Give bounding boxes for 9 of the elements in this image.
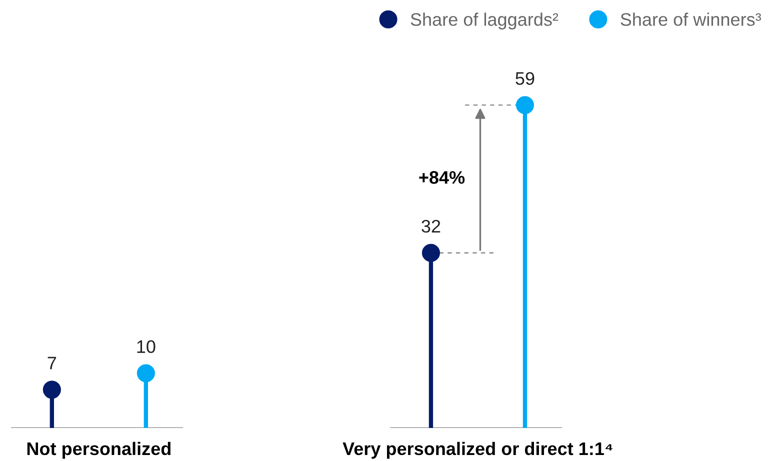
- legend-label: Share of winners³: [620, 12, 762, 26]
- data-label: 32: [422, 220, 440, 233]
- annotation: +84%: [419, 171, 465, 184]
- x-tick-label: Very personalized or direct 1:1⁴: [342, 442, 612, 459]
- legend-label: Share of laggards²: [410, 12, 558, 30]
- data-label: 7: [48, 356, 56, 370]
- data-label: 10: [137, 340, 156, 354]
- x-tick-label: Not personalized: [27, 442, 170, 459]
- data-label: 59: [516, 72, 534, 85]
